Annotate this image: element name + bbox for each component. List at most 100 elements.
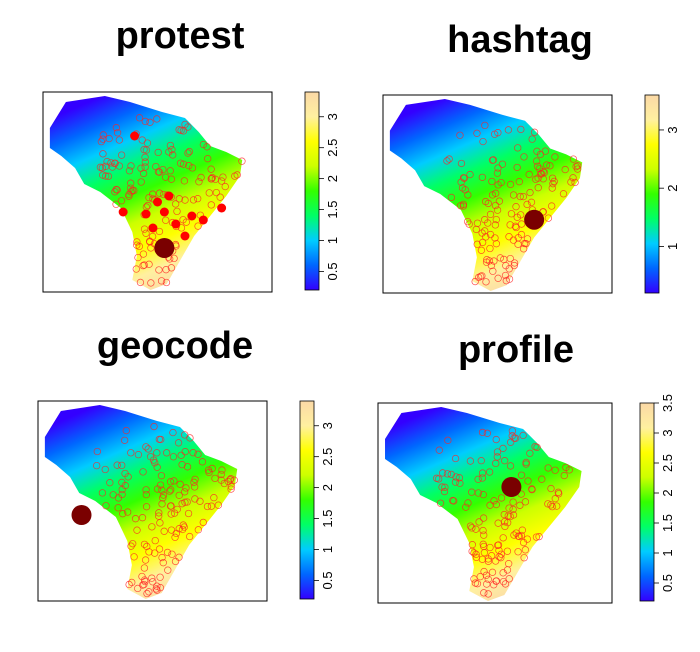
colorbar-tick-label: 3 bbox=[660, 429, 675, 436]
observation-point bbox=[455, 474, 464, 482]
observation-point-filled bbox=[130, 131, 140, 141]
plot-frame bbox=[42, 91, 273, 293]
observation-point bbox=[493, 169, 502, 177]
observation-point bbox=[451, 478, 460, 486]
observation-point bbox=[104, 172, 113, 180]
observation-point bbox=[481, 197, 490, 206]
colorbar-tick-label: 0.5 bbox=[325, 262, 340, 280]
observation-point bbox=[484, 575, 492, 583]
highlight-marker bbox=[154, 238, 175, 258]
observation-point bbox=[99, 135, 107, 143]
observation-point bbox=[217, 476, 225, 484]
colorbar bbox=[644, 94, 660, 294]
observation-point bbox=[484, 555, 492, 563]
observation-point bbox=[142, 486, 150, 494]
observation-point bbox=[509, 505, 517, 514]
observation-point bbox=[480, 589, 488, 597]
panel-title: profile bbox=[458, 329, 574, 371]
observation-point bbox=[478, 469, 487, 477]
observation-point-filled bbox=[217, 203, 227, 213]
observation-point bbox=[544, 214, 553, 222]
observation-point bbox=[167, 486, 175, 494]
observation-point bbox=[106, 479, 114, 487]
observation-point bbox=[161, 173, 170, 181]
observation-point bbox=[519, 245, 528, 253]
observation-point bbox=[180, 177, 189, 185]
observation-point bbox=[565, 466, 573, 474]
observation-point bbox=[120, 436, 129, 444]
observation-point bbox=[485, 468, 494, 476]
observation-point bbox=[457, 159, 466, 168]
observation-point bbox=[93, 461, 101, 470]
observation-point bbox=[155, 509, 163, 517]
observation-point bbox=[494, 274, 502, 282]
observation-point bbox=[509, 511, 518, 519]
observation-point bbox=[487, 261, 496, 270]
colorbar-tick-label: 1.5 bbox=[320, 510, 335, 528]
observation-point bbox=[204, 155, 212, 163]
observation-point bbox=[146, 237, 154, 245]
observation-point-filled bbox=[171, 219, 181, 229]
colorbar-tick-label: 2.5 bbox=[325, 139, 340, 157]
observation-point bbox=[517, 220, 526, 228]
observation-point bbox=[162, 266, 170, 274]
observation-point bbox=[121, 481, 129, 490]
observation-point bbox=[176, 480, 184, 488]
observation-point bbox=[466, 457, 475, 465]
observation-point bbox=[544, 464, 552, 472]
observation-point bbox=[509, 498, 517, 506]
observation-point bbox=[97, 137, 105, 146]
observation-point bbox=[99, 150, 107, 158]
observation-point bbox=[139, 468, 147, 476]
observation-point bbox=[494, 541, 503, 549]
observation-point bbox=[521, 498, 530, 506]
observation-point bbox=[477, 456, 485, 465]
observation-point-filled bbox=[198, 215, 208, 225]
observation-point bbox=[506, 462, 515, 470]
colorbar-tick-label: 1.5 bbox=[660, 514, 675, 532]
observation-point bbox=[207, 165, 215, 173]
panel-protest: protest 0.5 1 1.5 2 2.5 3 bbox=[42, 15, 340, 293]
observation-point bbox=[145, 193, 153, 202]
observation-point bbox=[99, 171, 107, 179]
observation-point bbox=[512, 223, 520, 232]
observation-point bbox=[135, 114, 144, 122]
observation-point bbox=[96, 163, 105, 171]
observation-point bbox=[470, 549, 478, 557]
observation-point bbox=[140, 225, 149, 233]
observation-point bbox=[472, 553, 481, 562]
observation-point bbox=[481, 227, 489, 235]
observation-point bbox=[561, 165, 569, 174]
observation-point bbox=[150, 422, 158, 431]
observation-point bbox=[191, 483, 199, 491]
observation-point bbox=[152, 585, 160, 593]
observation-point bbox=[510, 434, 518, 442]
observation-point bbox=[158, 553, 166, 562]
observation-point bbox=[177, 224, 186, 232]
observation-point bbox=[486, 210, 495, 219]
observation-point bbox=[533, 162, 542, 170]
observation-point bbox=[488, 191, 497, 199]
observation-point bbox=[443, 157, 451, 165]
observation-point bbox=[141, 153, 149, 161]
observation-point bbox=[525, 170, 533, 179]
observation-point bbox=[129, 540, 137, 548]
observation-point bbox=[184, 149, 192, 157]
observation-point bbox=[535, 164, 544, 173]
observation-point bbox=[164, 566, 172, 574]
observation-point bbox=[156, 584, 165, 592]
observation-point bbox=[519, 192, 528, 201]
observation-point bbox=[510, 259, 519, 267]
observation-point bbox=[214, 501, 223, 509]
observation-point bbox=[435, 446, 443, 454]
observation-point bbox=[98, 489, 107, 497]
observation-point bbox=[152, 162, 160, 171]
observation-point bbox=[159, 165, 167, 174]
observation-point bbox=[148, 574, 156, 582]
observation-point bbox=[194, 526, 202, 534]
observation-point bbox=[167, 502, 175, 510]
observation-point bbox=[131, 515, 140, 523]
observation-point bbox=[457, 178, 465, 186]
observation-point bbox=[476, 272, 485, 281]
observation-point bbox=[547, 501, 555, 509]
